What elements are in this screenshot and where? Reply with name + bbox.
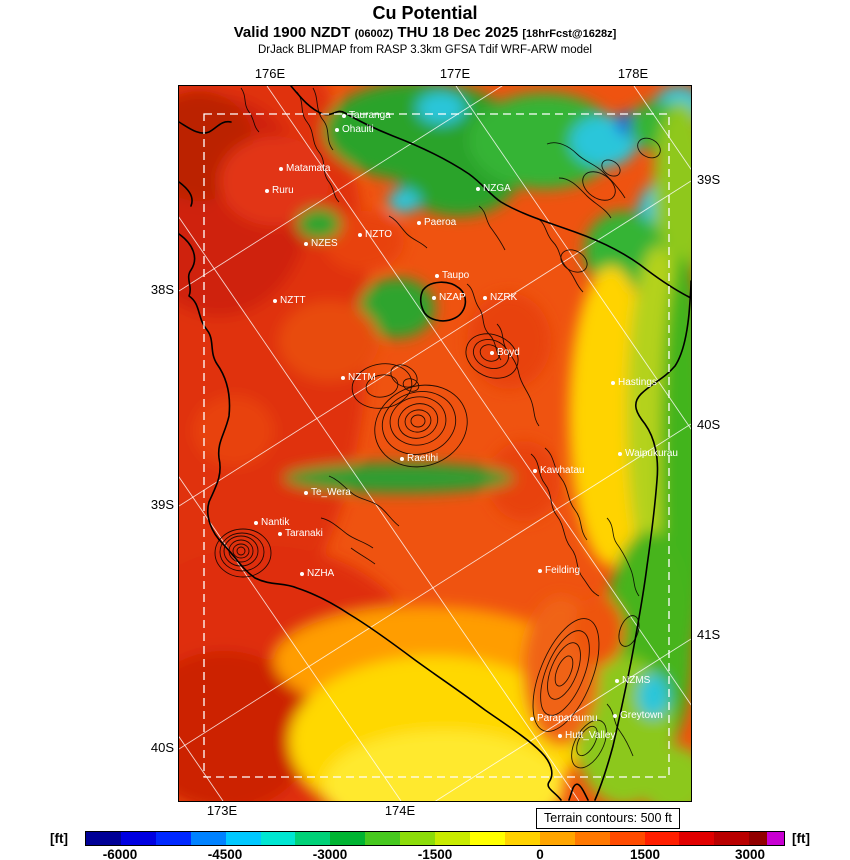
axis-label-lon-top: 178E	[617, 66, 649, 81]
colorbar-tick--6000: -6000	[102, 847, 138, 860]
colorbar-segment	[749, 832, 767, 845]
colorbar-tick-1500: 1500	[629, 847, 661, 860]
colorbar-segment	[574, 832, 610, 845]
colorbar-unit-left: [ft]	[50, 831, 68, 846]
colorbar-segment	[190, 832, 226, 845]
colorbar-ticks: -6000 -4500 -3000 -1500 0 1500 3000	[85, 848, 785, 860]
coastline	[179, 86, 691, 801]
model-line: DrJack BLIPMAP from RASP 3.3km GFSA Tdif…	[257, 44, 592, 56]
colorbar-segment	[225, 832, 261, 845]
colorbar-segment	[435, 832, 470, 845]
colorbar-tick-0: 0	[536, 847, 544, 860]
colorbar-tick--1500: -1500	[417, 847, 453, 860]
axis-label-lon-top: 177E	[439, 66, 471, 81]
axis-label-lat-right: 41S	[697, 627, 721, 642]
colorbar-segment	[539, 832, 575, 845]
colorbar-tick-3000: 3000	[734, 847, 766, 860]
colorbar-segment	[714, 832, 750, 845]
axis-label-lat-left: 40S	[150, 740, 174, 755]
axis-label-lon-top: 176E	[254, 66, 286, 81]
colorbar-segment	[644, 832, 680, 845]
valid-prefix: Valid 1900 NZDT	[233, 24, 351, 41]
terrain-contours	[214, 87, 661, 769]
axis-label-lon-bottom: 173E	[206, 803, 238, 818]
axis-label-lat-right: 40S	[697, 417, 721, 432]
valid-zulu: (0600Z)	[354, 28, 394, 40]
colorbar-segment	[155, 832, 191, 845]
page-title: Cu Potential	[372, 3, 478, 23]
colorbar-segment	[679, 832, 715, 845]
colorbar-segment	[365, 832, 401, 845]
terrain-contours-note: Terrain contours: 500 ft	[536, 808, 680, 829]
axis-label-lon-bottom: 174E	[384, 803, 416, 818]
axis-label-lat-right: 39S	[697, 172, 721, 187]
axis-label-lat-left: 39S	[150, 497, 174, 512]
valid-time-line: Valid 1900 NZDT (0600Z) THU 18 Dec 2025 …	[0, 24, 850, 41]
colorbar-gradient	[85, 831, 785, 846]
graticule	[179, 86, 691, 801]
colorbar-segment	[400, 832, 436, 845]
colorbar-segment	[504, 832, 540, 845]
colorbar-tick--3000: -3000	[312, 847, 348, 860]
colorbar-tick--4500: -4500	[207, 847, 243, 860]
colorbar-segment	[260, 832, 296, 845]
colorbar-segment	[86, 832, 121, 845]
axis-label-lat-left: 38S	[150, 282, 174, 297]
valid-date: THU 18 Dec 2025	[397, 24, 519, 41]
map-canvas	[179, 86, 691, 801]
colorbar-segment	[120, 832, 156, 845]
colorbar-segment	[609, 832, 645, 845]
colorbar-segment	[469, 832, 505, 845]
colorbar-segment	[330, 832, 366, 845]
domain-boundary-dashed	[203, 113, 670, 778]
map-frame: Tauranga Ohauiti Matamata Ruru NZGA Paeroa NZT…	[178, 85, 692, 802]
heatmap-blobs	[179, 86, 691, 801]
colorbar-segment	[295, 832, 331, 845]
colorbar-segment	[766, 832, 785, 845]
colorbar-unit-right: [ft]	[792, 831, 810, 846]
valid-fcst: [18hrFcst@1628z]	[522, 28, 617, 40]
